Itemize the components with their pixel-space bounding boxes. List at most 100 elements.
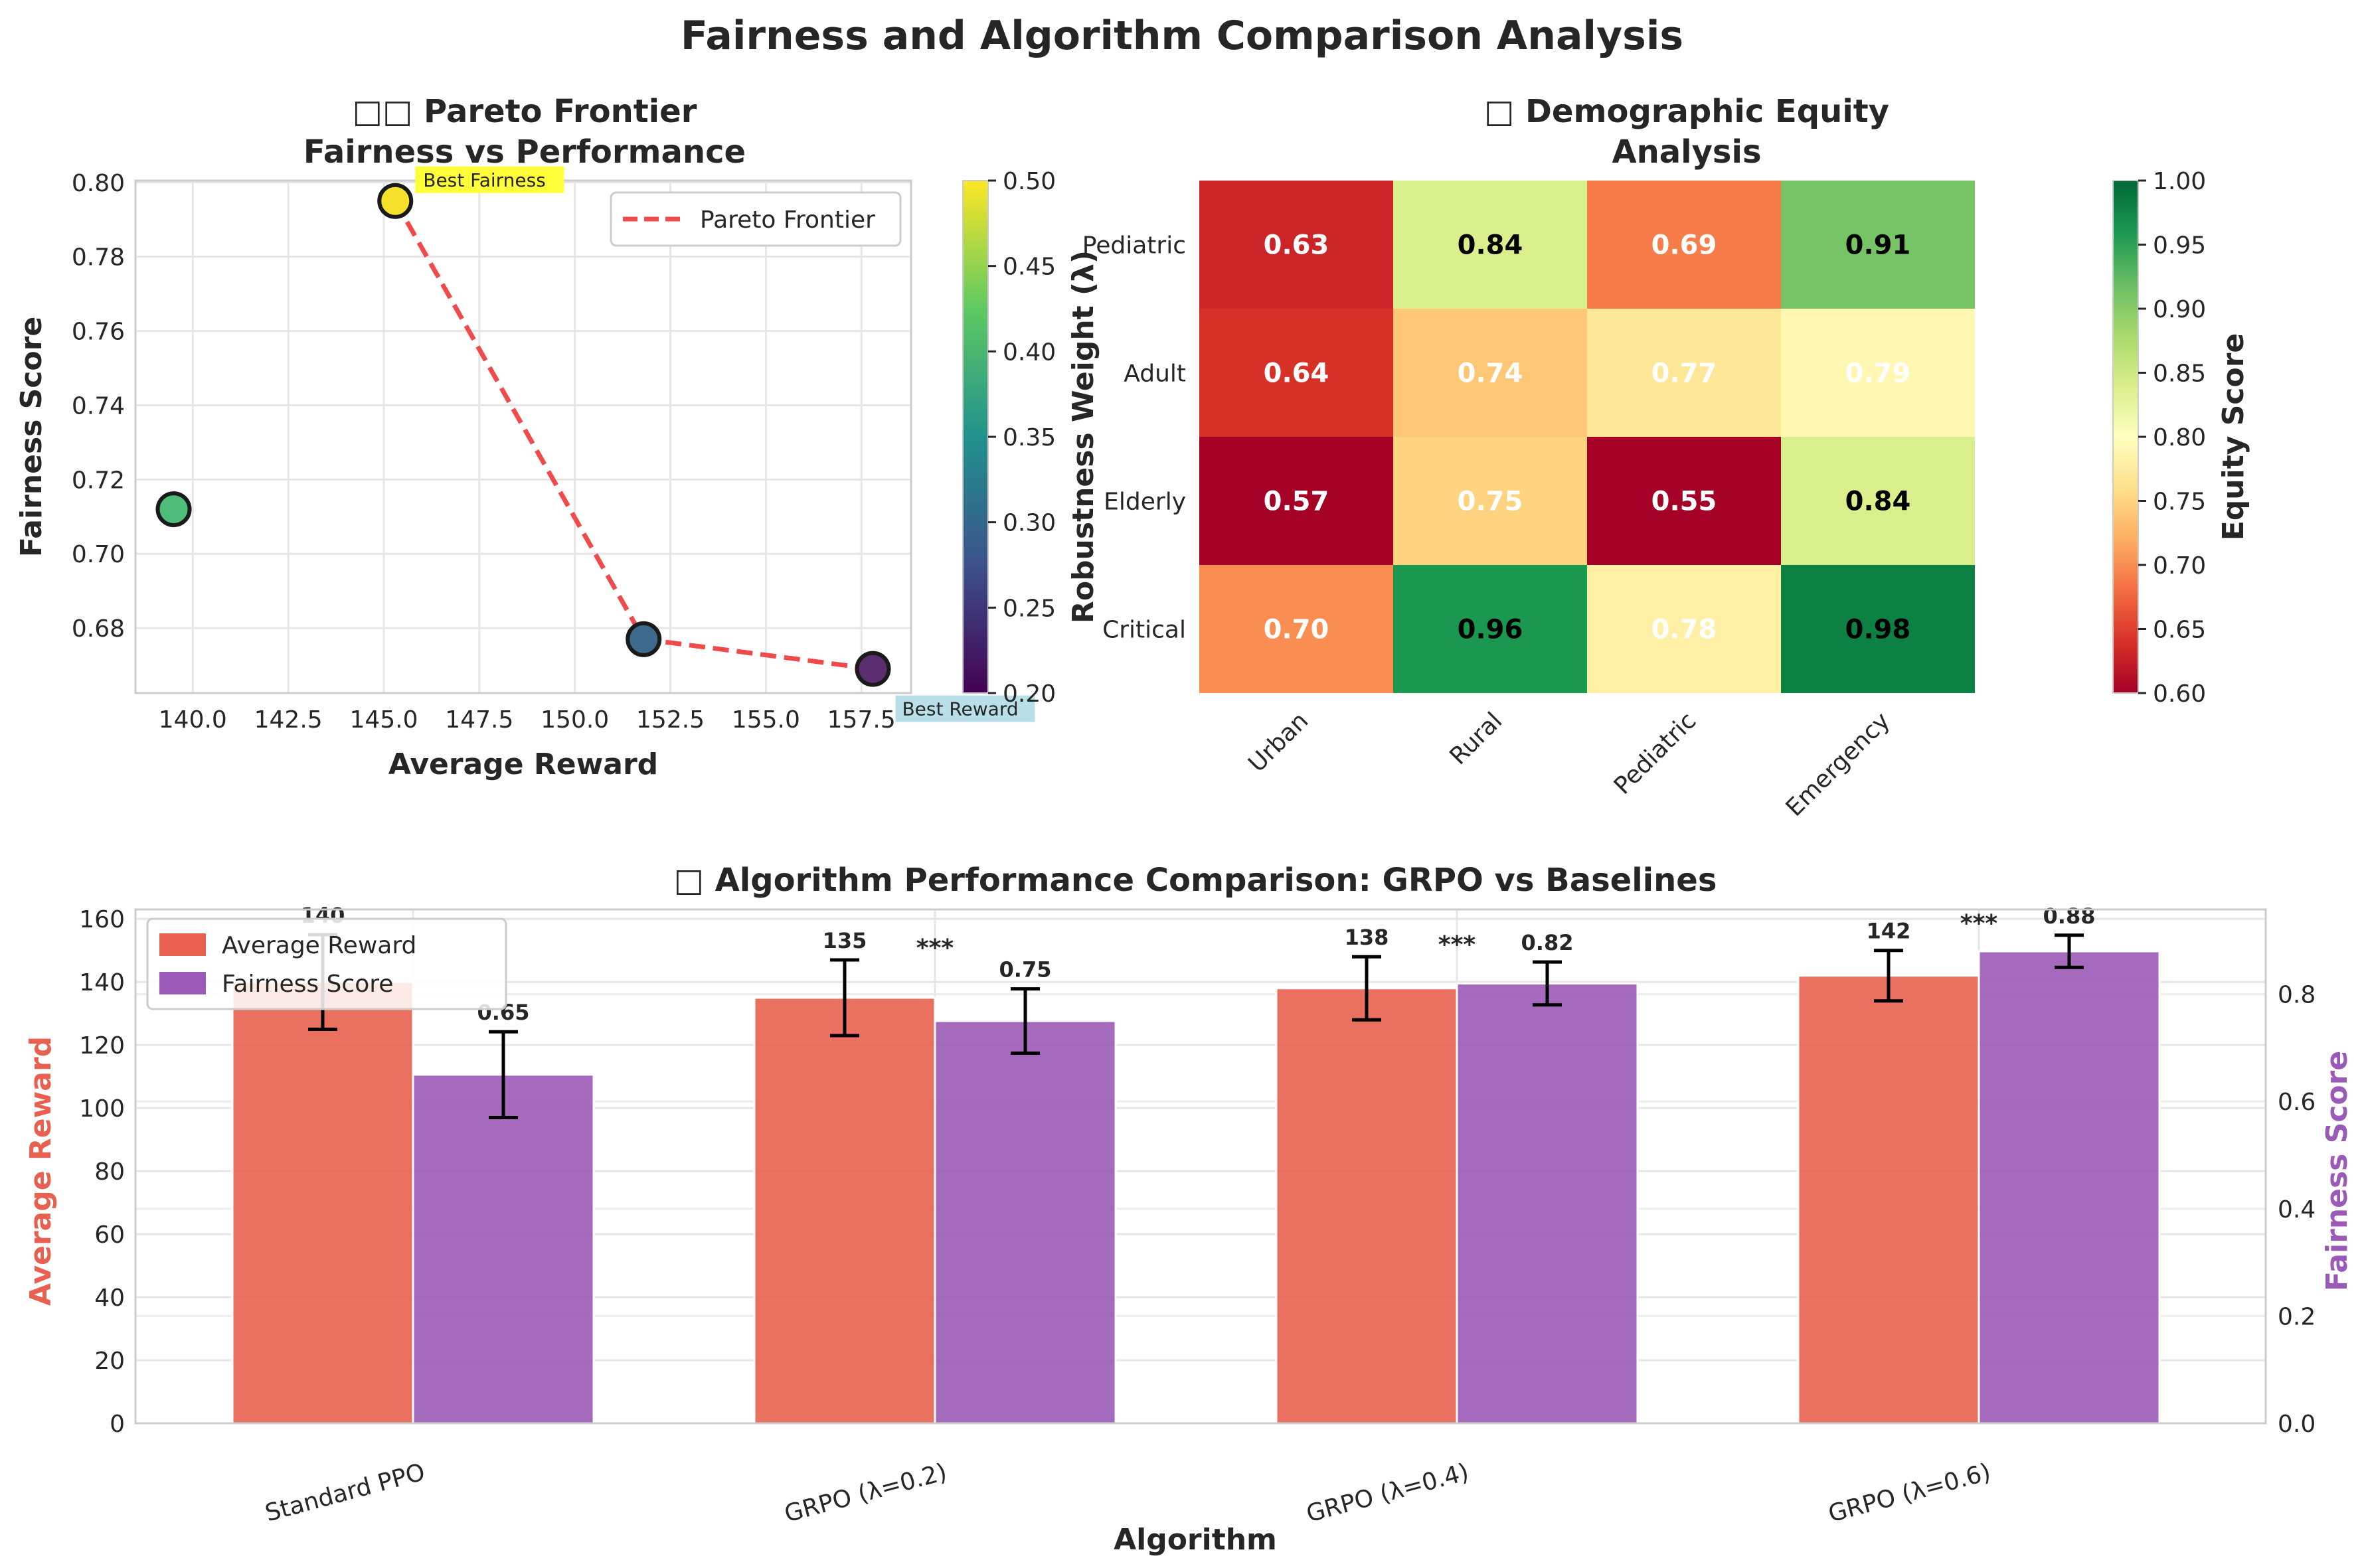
fairness-value-label: 0.75 <box>999 957 1052 982</box>
algorithm-plot-area <box>134 908 2267 1425</box>
heatmap-row-label: Pediatric <box>1082 232 1186 260</box>
heatmap-cell-label: 0.70 <box>1264 615 1329 645</box>
significance-marker: *** <box>1438 931 1476 959</box>
significance-marker: *** <box>916 935 954 962</box>
heatmap-cell <box>1393 309 1587 437</box>
robustness-cb-tick: 0.25 <box>1003 595 1056 622</box>
fairness-bar <box>934 1020 1117 1425</box>
equity-panel: □ Demographic Equity Analysis 0.63 0.84 0.… <box>1082 93 2250 822</box>
robustness-cb-tick: 0.35 <box>1003 424 1056 451</box>
equity-cb-tick: 0.60 <box>2153 680 2206 708</box>
pareto-ytick: 0.70 <box>72 541 125 568</box>
legend-reward-label: Average Reward <box>222 932 416 959</box>
heatmap-cell <box>1587 181 1781 309</box>
pareto-xtick: 150.0 <box>541 706 609 734</box>
legend-fairness-swatch <box>159 972 206 994</box>
fairness-ytick: 0.8 <box>2278 982 2316 1009</box>
heatmap-cell <box>1393 181 1587 309</box>
best-reward-box <box>895 695 1035 722</box>
pareto-xtick: 155.0 <box>732 706 800 734</box>
robustness-cb-tick: 0.45 <box>1003 254 1056 281</box>
fairness-ylabel: Fairness Score <box>2320 1051 2354 1291</box>
reward-ytick: 120 <box>79 1032 125 1059</box>
equity-cb-tick: 0.95 <box>2153 232 2206 260</box>
heatmap-cell-label: 0.74 <box>1458 358 1523 389</box>
heatmap-cell-label: 0.78 <box>1651 615 1717 645</box>
pareto-frontier-line <box>393 200 873 672</box>
algorithm-legend: Average Reward Fairness Score <box>146 917 507 1010</box>
reward-value-label: 142 <box>1867 919 1911 944</box>
pareto-ytick: 0.74 <box>72 392 125 420</box>
reward-ytick: 140 <box>79 969 125 996</box>
pareto-xtick: 145.0 <box>349 706 418 734</box>
pareto-point <box>855 651 891 687</box>
equity-cb-tick: 0.85 <box>2153 360 2206 388</box>
heatmap-col-label: Pediatric <box>1609 707 1701 799</box>
pareto-ytick: 0.76 <box>72 319 125 346</box>
reward-ytick: 80 <box>94 1158 125 1186</box>
heatmap-cell <box>1781 437 1975 565</box>
robustness-cb-tick: 0.50 <box>1003 168 1056 195</box>
heatmap-cell-label: 0.91 <box>1845 230 1911 261</box>
heatmap-cell <box>1781 565 1975 693</box>
heatmap-cell <box>1781 181 1975 309</box>
best-fairness-annotation: Best Fairness <box>423 169 546 191</box>
heatmap-cell <box>1199 565 1393 693</box>
heatmap-col-label: Rural <box>1445 707 1508 770</box>
equity-colorbar <box>2112 180 2139 694</box>
heatmap-cell-label: 0.69 <box>1651 230 1717 261</box>
pareto-xtick: 152.5 <box>636 706 705 734</box>
algorithm-title: □ Algorithm Performance Comparison: GRPO… <box>674 862 1717 899</box>
pareto-xtick: 147.5 <box>445 706 513 734</box>
legend-reward-swatch <box>159 933 206 956</box>
pareto-point <box>155 491 192 528</box>
heatmap-col-label: Urban <box>1243 707 1313 777</box>
pareto-point <box>626 621 662 657</box>
pareto-xlabel: Average Reward <box>388 747 658 781</box>
pareto-xtick: 142.5 <box>254 706 323 734</box>
heatmap-cell <box>1199 309 1393 437</box>
pareto-ytick: 0.80 <box>72 170 125 197</box>
heatmap-cell <box>1199 437 1393 565</box>
heatmap-cell-label: 0.79 <box>1845 358 1911 389</box>
fairness-bar <box>412 1073 595 1425</box>
pareto-ytick: 0.78 <box>72 244 125 272</box>
equity-title-line2: Analysis <box>1612 133 1761 171</box>
robustness-cb-tick: 0.40 <box>1003 339 1056 366</box>
reward-bar <box>231 980 414 1425</box>
reward-ytick: 100 <box>79 1095 125 1123</box>
heatmap-row-label: Elderly <box>1104 489 1186 516</box>
fairness-ytick: 0.2 <box>2278 1303 2316 1330</box>
reward-ytick: 40 <box>94 1285 125 1312</box>
algorithm-panel: □ Algorithm Performance Comparison: GRPO… <box>24 862 2354 1557</box>
pareto-title-line2: Fairness vs Performance <box>303 133 746 171</box>
fairness-value-label: 0.82 <box>1521 930 1574 955</box>
equity-cb-tick: 0.80 <box>2153 424 2206 451</box>
heatmap-cell <box>1393 437 1587 565</box>
equity-title-line1: □ Demographic Equity <box>1484 93 1889 130</box>
significance-marker: *** <box>1960 910 1998 937</box>
robustness-colorbar <box>962 180 989 694</box>
heatmap-cell <box>1199 181 1393 309</box>
pareto-ytick: 0.68 <box>72 615 125 643</box>
heatmap-cell <box>1587 565 1781 693</box>
pareto-legend: Pareto Frontier <box>610 191 902 247</box>
best-fairness-box <box>415 166 564 193</box>
heatmap-cell <box>1393 565 1587 693</box>
robustness-colorbar-label: Robustness Weight (λ) <box>1066 250 1100 623</box>
reward-bar <box>753 996 936 1425</box>
fairness-ytick: 0.0 <box>2278 1411 2316 1438</box>
heatmap-cell-label: 0.64 <box>1264 358 1329 389</box>
heatmap-cell-label: 0.98 <box>1845 615 1911 645</box>
reward-ytick: 0 <box>110 1411 125 1438</box>
heatmap-cell <box>1587 309 1781 437</box>
fairness-ytick: 0.4 <box>2278 1196 2316 1223</box>
legend-pareto-label: Pareto Frontier <box>700 206 875 234</box>
pareto-ylabel: Fairness Score <box>15 317 48 557</box>
heatmap-col-label: Emergency <box>1781 707 1896 822</box>
fairness-bar <box>1978 950 2161 1425</box>
heatmap-cell-label: 0.57 <box>1264 487 1329 517</box>
reward-ytick: 160 <box>79 906 125 933</box>
pareto-title-line1: □□ Pareto Frontier <box>353 93 697 130</box>
pareto-point <box>377 183 414 219</box>
